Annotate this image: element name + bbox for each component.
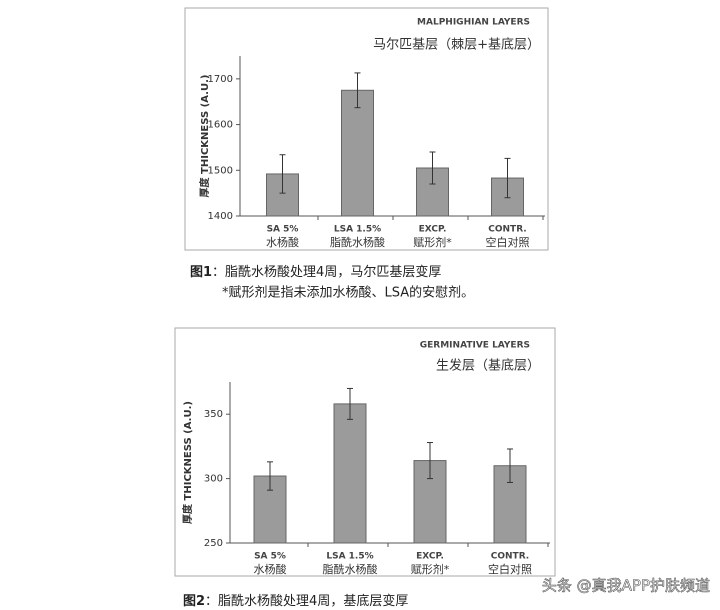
y-tick-label: 300 xyxy=(204,474,223,485)
x-tick-label: CONTR. xyxy=(491,552,529,562)
x-tick-label: EXCP. xyxy=(419,225,447,235)
y-tick-label: 1600 xyxy=(208,120,233,131)
caption: 图1：脂酰水杨酸处理4周，马尔匹基层变厚 xyxy=(190,264,441,280)
x-tick-sublabel: 赋形剂* xyxy=(411,562,450,576)
caption-text: ：脂酰水杨酸处理4周，马尔匹基层变厚 xyxy=(212,264,441,280)
x-tick-sublabel: 脂酰水杨酸 xyxy=(323,562,378,576)
chart-subtitle: 马尔匹基层（棘层+基底层） xyxy=(373,37,540,53)
y-axis-label: 厚度 THICKNESS (A.U.) xyxy=(181,401,194,524)
chart-subtitle: 生发层（基底层） xyxy=(436,358,540,374)
x-tick-label: LSA 1.5% xyxy=(326,552,373,562)
x-tick-label: SA 5% xyxy=(254,552,286,562)
caption-label: 图1 xyxy=(190,265,212,280)
y-tick-label: 1400 xyxy=(208,211,233,222)
caption-label: 图2 xyxy=(183,594,205,609)
chart-title: MALPHIGHIAN LAYERS xyxy=(417,18,530,28)
x-tick-sublabel: 水杨酸 xyxy=(254,562,287,576)
chart-title: GERMINATIVE LAYERS xyxy=(420,341,530,351)
y-tick-label: 350 xyxy=(204,409,223,420)
y-axis-label: 厚度 THICKNESS (A.U.) xyxy=(198,75,211,198)
caption-text: ：脂酰水杨酸处理4周，基底层变厚 xyxy=(205,593,408,609)
watermark: 头条 @真我APP护肤频道 xyxy=(542,577,710,595)
x-tick-sublabel: 水杨酸 xyxy=(266,235,299,249)
x-tick-label: EXCP. xyxy=(416,552,444,562)
y-tick-label: 250 xyxy=(204,538,223,549)
y-tick-label: 1500 xyxy=(208,165,233,176)
caption-note: *赋形剂是指未添加水杨酸、LSA的安慰剂。 xyxy=(222,285,474,301)
caption: 图2：脂酰水杨酸处理4周，基底层变厚 xyxy=(183,593,408,609)
x-tick-label: SA 5% xyxy=(267,225,299,235)
x-tick-label: LSA 1.5% xyxy=(334,225,381,235)
x-tick-label: CONTR. xyxy=(488,225,526,235)
bar xyxy=(341,89,374,217)
x-tick-sublabel: 赋形剂* xyxy=(413,235,452,249)
x-tick-sublabel: 空白对照 xyxy=(488,562,532,576)
x-tick-sublabel: 脂酰水杨酸 xyxy=(330,235,385,249)
bar xyxy=(333,403,367,544)
x-tick-sublabel: 空白对照 xyxy=(486,235,530,249)
y-tick-label: 1700 xyxy=(208,74,233,85)
